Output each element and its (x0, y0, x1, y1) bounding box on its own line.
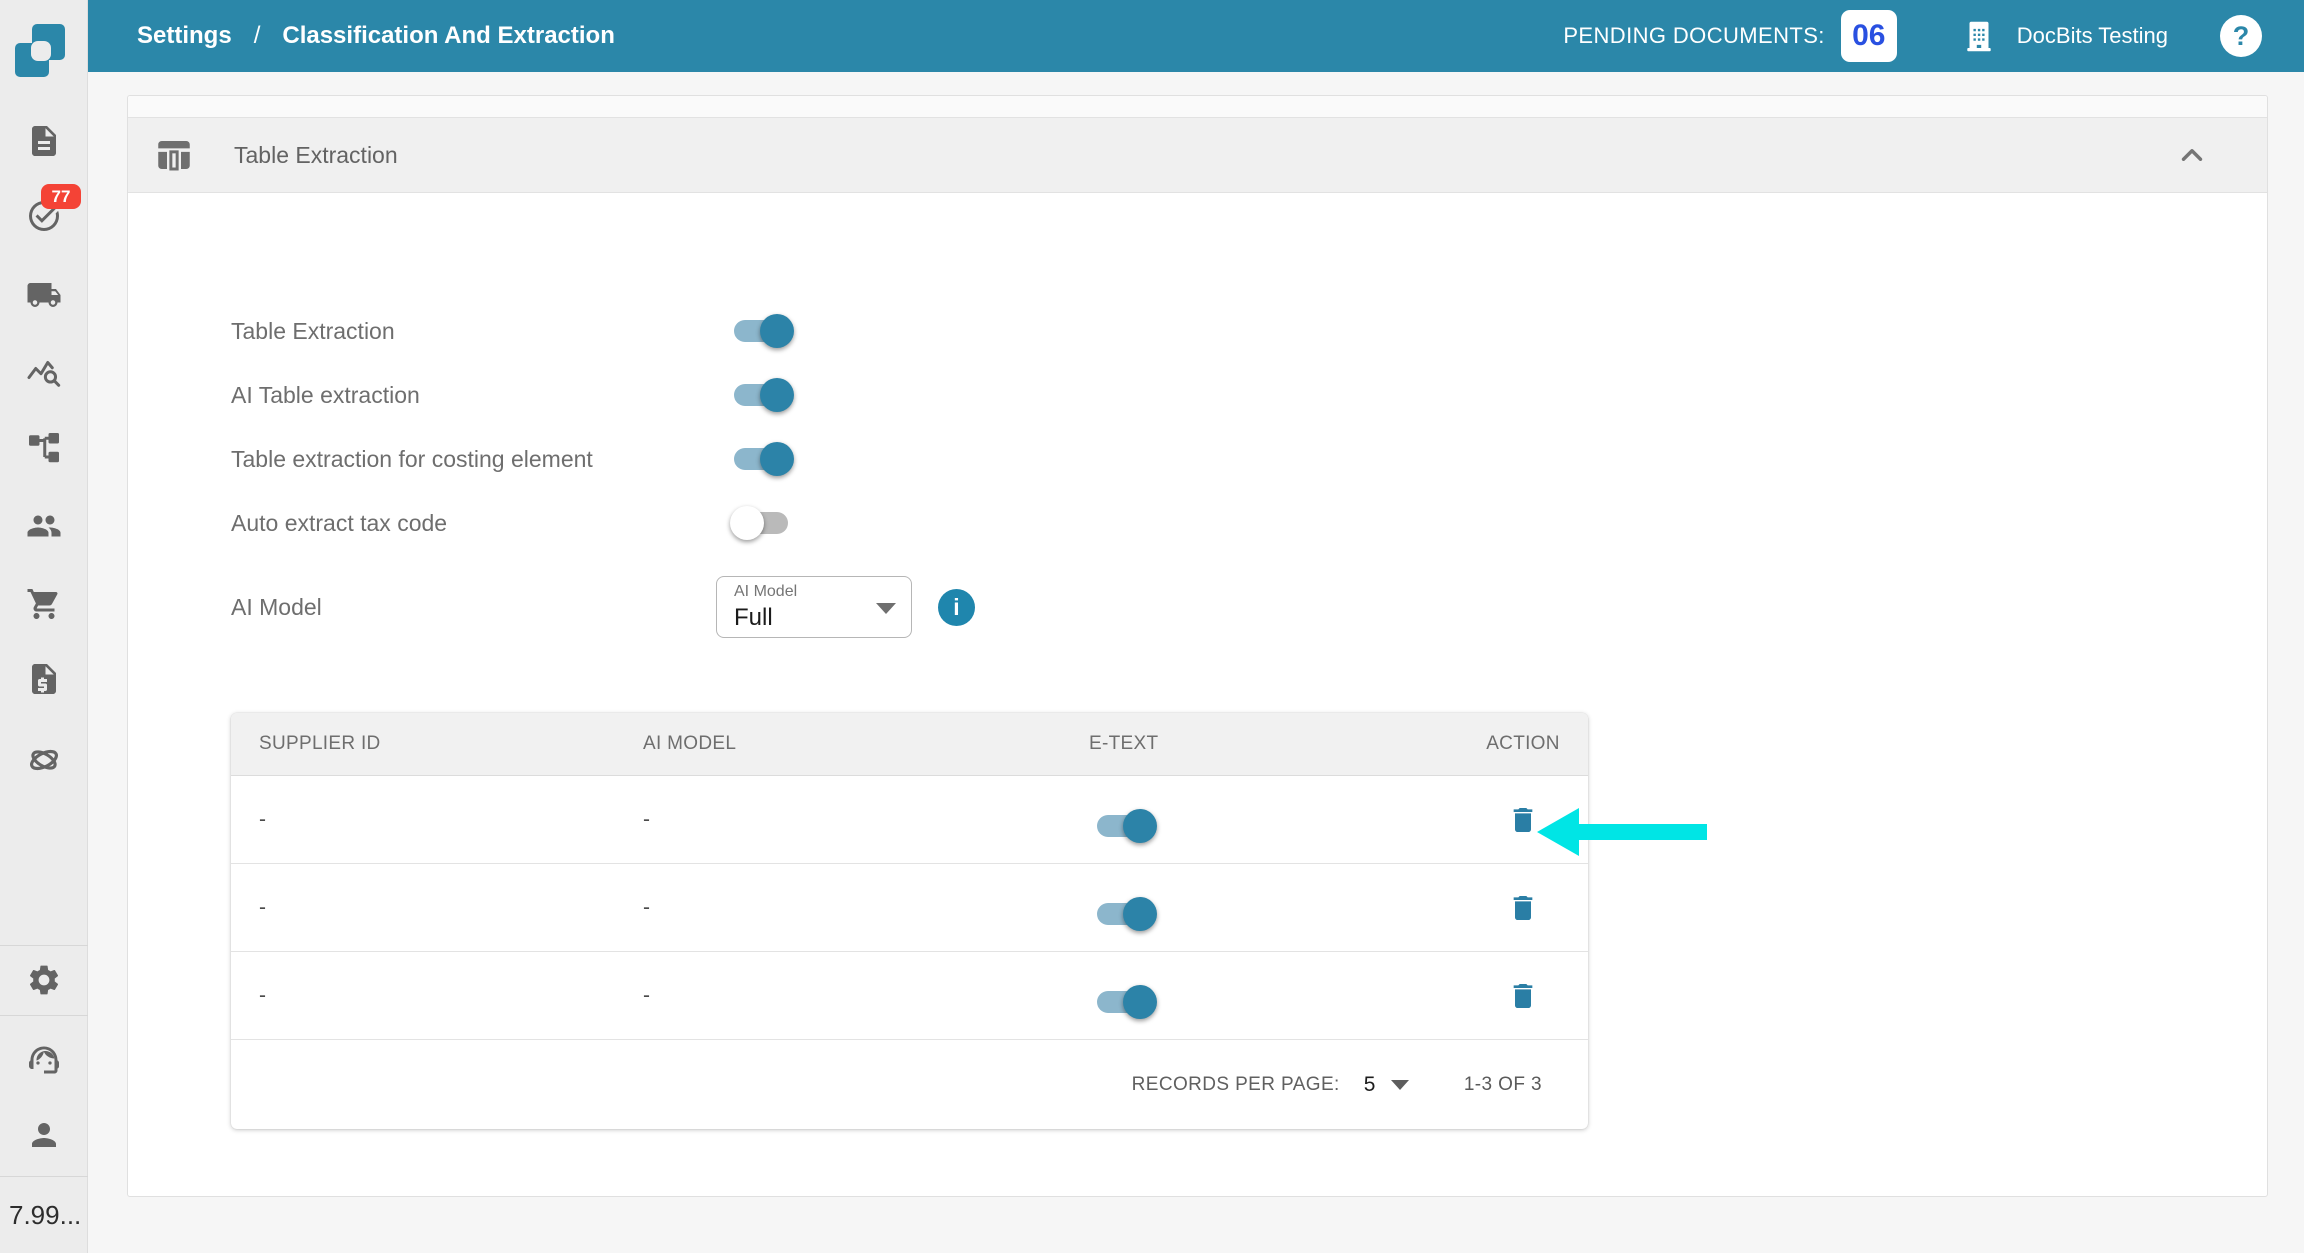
e-text-cell (1089, 896, 1458, 931)
setting-row-ai-table-extraction: AI Table extraction (231, 363, 1131, 427)
chevron-down-icon[interactable] (1390, 1079, 1409, 1090)
supplier-table: SUPPLIER ID AI MODEL E-TEXT ACTION - - -… (231, 713, 1588, 1129)
sidebar-item-documents[interactable] (26, 123, 62, 159)
table-pagination: RECORDS PER PAGE: 5 1-3 OF 3 (231, 1040, 1588, 1129)
delete-button[interactable] (1507, 804, 1539, 836)
version-text: 7.99... (9, 1200, 82, 1230)
table-icon (153, 134, 195, 176)
column-header-e-text: E-TEXT (1089, 733, 1159, 754)
analytics-search-icon (26, 355, 62, 391)
previous-panel-edge (128, 96, 2267, 118)
sidebar-item-support[interactable] (26, 1042, 62, 1078)
table-row: - - (231, 864, 1588, 952)
ai-table-extraction-toggle[interactable] (734, 377, 796, 413)
panel-title: Table Extraction (234, 141, 398, 168)
settings-form: Table Extraction AI Table extraction Tab… (231, 299, 1131, 651)
column-header-ai-model: AI MODEL (643, 733, 737, 754)
sidebar-item-purchase-orders[interactable] (26, 586, 62, 622)
e-text-cell (1089, 984, 1458, 1019)
supplier-id-cell: - (259, 895, 266, 919)
pending-documents-label: PENDING DOCUMENTS: (1563, 23, 1825, 48)
table-row: - - (231, 776, 1588, 864)
invoice-icon (26, 661, 62, 697)
organization-name[interactable]: DocBits Testing (2016, 23, 2168, 48)
breadcrumb-separator: / (253, 22, 261, 49)
column-header-action: ACTION (1486, 733, 1560, 754)
select-value: Full (734, 603, 773, 631)
sidebar-item-account[interactable] (26, 1117, 62, 1153)
delete-button[interactable] (1507, 892, 1539, 924)
trash-icon (1507, 895, 1539, 927)
chevron-up-icon[interactable] (2175, 138, 2209, 172)
supplier-id-cell: - (259, 807, 266, 831)
users-icon (26, 508, 62, 544)
supplier-id-cell: - (259, 983, 266, 1007)
logo-square-icon (31, 41, 51, 61)
shipping-truck-icon (26, 277, 62, 313)
info-icon[interactable]: i (938, 588, 975, 626)
trash-icon (1507, 807, 1539, 839)
pending-documents-count[interactable]: 06 (1840, 10, 1897, 62)
setting-label: Table extraction for costing element (231, 445, 593, 472)
e-text-cell (1089, 808, 1458, 843)
trash-icon (1507, 983, 1539, 1015)
ai-model-cell: - (643, 807, 650, 831)
setting-label: AI Model (231, 593, 322, 620)
headset-support-icon (26, 1042, 62, 1078)
workflow-tree-icon (26, 430, 62, 466)
shopping-cart-icon (26, 586, 62, 622)
records-per-page-label: RECORDS PER PAGE: (1131, 1073, 1340, 1095)
sidebar-item-integrations[interactable] (26, 742, 62, 778)
breadcrumb: Settings / Classification And Extraction (137, 22, 615, 50)
records-per-page-value[interactable]: 5 (1363, 1072, 1376, 1096)
document-icon (26, 123, 62, 159)
table-header-row: SUPPLIER ID AI MODEL E-TEXT ACTION (231, 713, 1588, 776)
table-row: - - (231, 952, 1588, 1040)
sidebar-item-settings[interactable] (26, 962, 62, 998)
sidebar-item-tasks[interactable]: 77 (26, 184, 81, 234)
table-extraction-panel-header[interactable]: Table Extraction (128, 118, 2267, 193)
setting-row-auto-extract-tax-code: Auto extract tax code (231, 491, 1131, 555)
sidebar-item-workflow[interactable] (26, 430, 62, 466)
table-extraction-toggle[interactable] (734, 313, 796, 349)
select-field-label: AI Model (734, 582, 798, 600)
chevron-down-icon (876, 603, 896, 614)
setting-row-table-extraction: Table Extraction (231, 299, 1131, 363)
annotation-arrow (1537, 808, 1707, 856)
person-icon (26, 1117, 62, 1153)
column-header-supplier-id: SUPPLIER ID (259, 733, 381, 754)
setting-label: Auto extract tax code (231, 509, 448, 536)
sidebar: 77 7.99... (0, 0, 88, 1253)
organization-building-icon[interactable] (1959, 16, 1999, 56)
setting-row-costing-element: Table extraction for costing element (231, 427, 1131, 491)
pagination-range: 1-3 OF 3 (1463, 1073, 1542, 1095)
costing-element-toggle[interactable] (734, 441, 796, 477)
page-title: Classification And Extraction (282, 22, 615, 49)
gear-icon (26, 962, 62, 998)
breadcrumb-settings-link[interactable]: Settings (137, 22, 232, 49)
help-icon[interactable]: ? (2220, 15, 2262, 57)
settings-section-band (0, 945, 88, 1016)
sidebar-item-invoices[interactable] (26, 661, 62, 697)
sidebar-item-analytics[interactable] (26, 355, 62, 391)
integrations-orbit-icon (26, 742, 62, 778)
auto-extract-tax-code-toggle[interactable] (730, 505, 796, 541)
ai-model-cell: - (643, 983, 650, 1007)
delete-button[interactable] (1507, 980, 1539, 1012)
sidebar-divider (0, 1176, 88, 1177)
setting-label: Table Extraction (231, 317, 395, 344)
ai-model-select[interactable]: AI Model Full (716, 576, 912, 638)
top-bar: Settings / Classification And Extraction… (88, 0, 2304, 72)
sidebar-item-shipping[interactable] (26, 277, 62, 313)
setting-label: AI Table extraction (231, 381, 420, 408)
ai-model-cell: - (643, 895, 650, 919)
app-logo[interactable] (0, 14, 88, 84)
task-count-badge: 77 (41, 184, 81, 209)
setting-row-ai-model: AI Model AI Model Full i (231, 563, 1131, 651)
content-card: Table Extraction Table Extraction AI Tab… (127, 95, 2268, 1197)
sidebar-item-users[interactable] (26, 508, 62, 544)
